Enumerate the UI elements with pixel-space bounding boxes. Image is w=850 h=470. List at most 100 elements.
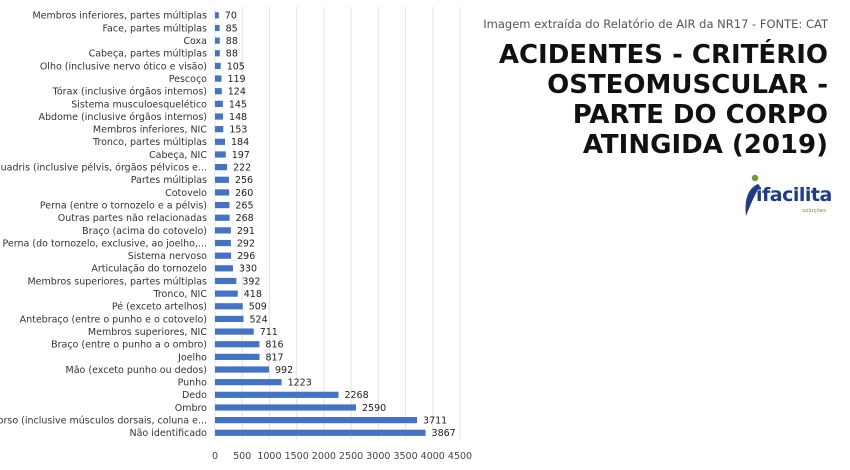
category-label: Membros superiores, NIC — [88, 327, 207, 338]
source-note: Imagem extraída do Relatório de AIR da N… — [483, 17, 828, 31]
bar — [215, 189, 230, 196]
bar — [215, 328, 254, 335]
x-tick-label: 4500 — [448, 451, 472, 462]
category-label: Ombro — [175, 403, 207, 414]
category-label: Dorso (inclusive músculos dorsais, colun… — [0, 416, 207, 427]
data-label: 524 — [250, 314, 268, 325]
category-label: Face, partes múltiplas — [102, 23, 207, 34]
category-labels: Membros inferiores, partes múltiplasFace… — [0, 11, 207, 439]
bar — [215, 265, 233, 272]
bar — [215, 252, 232, 259]
title-line: PARTE DO CORPO — [572, 100, 828, 130]
data-label: 418 — [244, 289, 262, 300]
data-label: 88 — [226, 36, 238, 47]
category-label: Membros inferiores, NIC — [93, 125, 207, 136]
ifacilita-logo-icon — [745, 174, 760, 216]
bar — [215, 62, 221, 70]
logo-name: ifacilita — [756, 184, 832, 206]
category-label: Abdome (inclusive órgãos internos) — [39, 112, 207, 123]
data-label: 711 — [260, 327, 278, 338]
category-label: Antebraço (entre o punho e o cotovelo) — [20, 314, 207, 325]
category-label: Pescoço — [169, 74, 207, 85]
bar — [215, 391, 339, 398]
bar — [215, 176, 229, 183]
value-labels: 7085888810511912414514815318419722225626… — [225, 11, 456, 439]
bar — [215, 151, 226, 158]
category-label: Braço (acima do cotovelo) — [82, 226, 207, 237]
page-title: ACIDENTES - CRITÉRIO OSTEOMUSCULAR - PAR… — [488, 40, 828, 160]
bar-chart: Membros inferiores, partes múltiplasFace… — [0, 7, 472, 462]
category-label: Perna (do tornozelo, exclusive, ao joelh… — [3, 238, 207, 249]
bar — [215, 100, 223, 107]
bar — [215, 366, 270, 373]
bar — [215, 126, 224, 133]
category-label: Tronco, partes múltiplas — [92, 137, 207, 148]
bar — [215, 75, 222, 82]
data-label: 291 — [237, 226, 255, 237]
data-label: 148 — [229, 112, 247, 123]
data-label: 184 — [231, 137, 249, 148]
data-label: 2268 — [344, 390, 368, 401]
bar — [215, 239, 231, 247]
bar — [215, 404, 357, 411]
x-tick-label: 2000 — [312, 451, 336, 462]
x-tick-label: 0 — [212, 451, 218, 462]
x-tick-label: 3000 — [366, 451, 390, 462]
data-label: 153 — [229, 125, 247, 136]
category-label: Punho — [178, 378, 208, 389]
bar — [215, 417, 418, 424]
category-label: Membros inferiores, partes múltiplas — [32, 11, 207, 22]
title-line: ACIDENTES - CRITÉRIO — [498, 40, 828, 70]
category-label: Sistema nervoso — [128, 251, 207, 262]
data-label: 817 — [265, 352, 283, 363]
bar — [215, 50, 220, 57]
data-label: 2590 — [362, 403, 386, 414]
x-tick-label: 2500 — [339, 451, 363, 462]
category-label: Dedo — [182, 390, 207, 401]
data-label: 70 — [225, 11, 237, 22]
x-tick-label: 500 — [233, 451, 251, 462]
data-label: 260 — [235, 188, 253, 199]
bar — [215, 37, 220, 44]
data-label: 88 — [226, 49, 238, 60]
gridlines — [214, 7, 461, 440]
category-label: Tronco, NIC — [152, 289, 207, 300]
category-label: Outras partes não relacionadas — [58, 213, 207, 224]
category-label: Joelho — [177, 352, 207, 363]
data-label: 3867 — [432, 428, 456, 439]
data-label: 124 — [228, 87, 246, 98]
data-label: 992 — [275, 365, 293, 376]
category-label: Coxa — [183, 36, 207, 47]
data-label: 85 — [226, 23, 238, 34]
bar — [215, 341, 260, 348]
data-label: 296 — [237, 251, 255, 262]
category-label: Olho (inclusive nervo ótico e visão) — [40, 61, 207, 72]
bar — [215, 201, 230, 209]
bar — [215, 12, 219, 19]
data-label: 509 — [249, 302, 267, 313]
bar — [215, 429, 426, 436]
data-label: 105 — [227, 61, 245, 72]
data-label: 268 — [236, 213, 254, 224]
logo-tagline: soluções — [802, 208, 826, 214]
category-label: Não identificado — [129, 428, 207, 439]
bar — [215, 88, 222, 95]
category-label: Sistema musculoesquelético — [71, 99, 207, 110]
data-label: 330 — [239, 264, 257, 275]
category-label: Cabeça, partes múltiplas — [89, 49, 207, 60]
x-tick-label: 4000 — [421, 451, 445, 462]
data-label: 816 — [265, 340, 283, 351]
data-label: 197 — [232, 150, 250, 161]
x-tick-label: 3500 — [393, 451, 417, 462]
data-label: 392 — [242, 276, 260, 287]
bar — [215, 24, 220, 32]
category-label: Cabeça, NIC — [149, 150, 207, 161]
title-line: ATINGIDA (2019) — [582, 130, 828, 160]
category-label: Membros superiores, partes múltiplas — [27, 276, 207, 287]
data-label: 3711 — [423, 416, 447, 427]
data-label: 222 — [233, 163, 251, 174]
x-tick-label: 1500 — [285, 451, 309, 462]
bar — [215, 113, 224, 120]
category-label: Cotovelo — [165, 188, 207, 199]
category-label: Partes múltiplas — [131, 175, 207, 186]
